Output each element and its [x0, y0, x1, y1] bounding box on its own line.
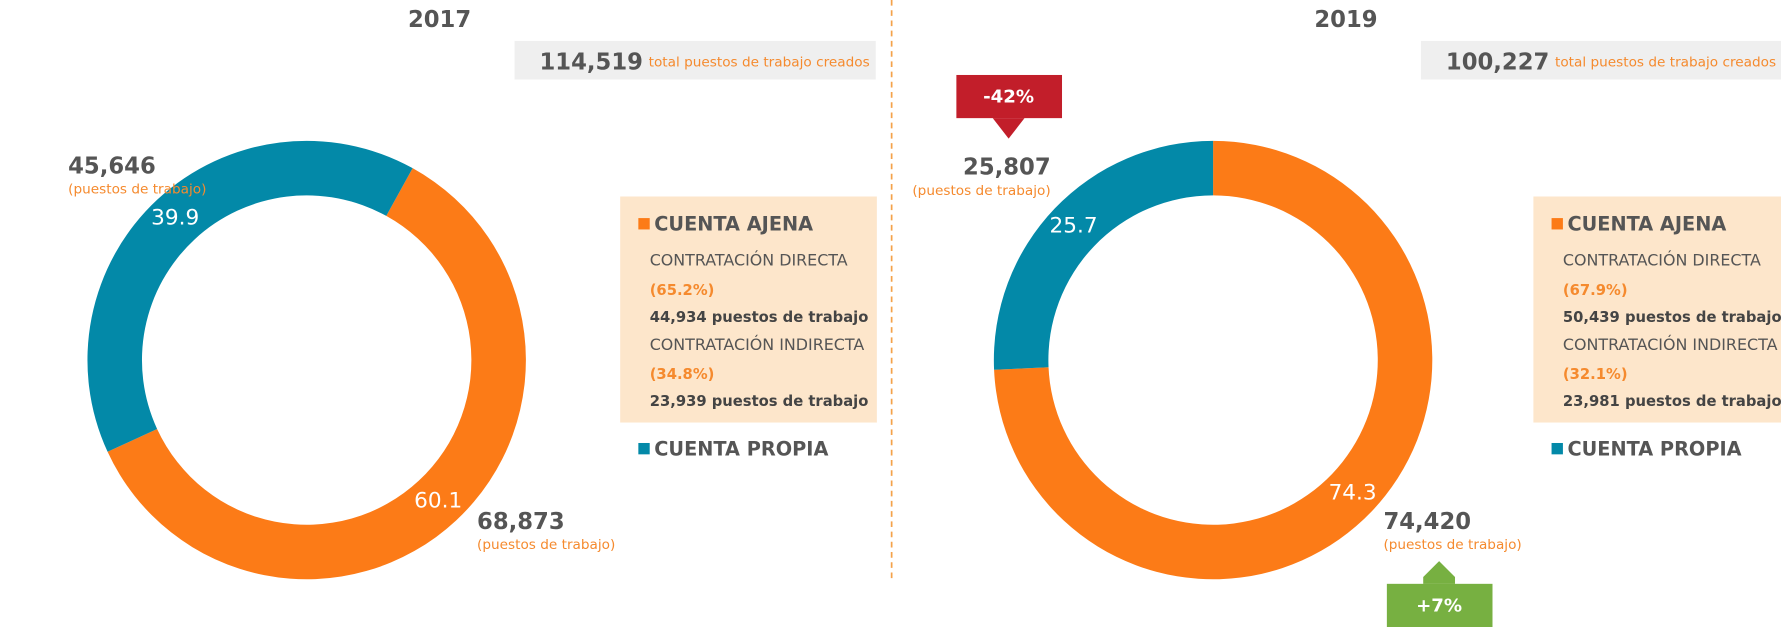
total-value: 100,227: [1446, 49, 1549, 75]
total-label: total puestos de trabajo creados: [649, 54, 870, 70]
total-box: [1420, 40, 1781, 80]
breakdown-jobs: 23,981 puestos de trabajo: [1563, 393, 1781, 410]
breakdown-share: (67.9%): [1563, 282, 1628, 299]
donut-segment: [993, 140, 1214, 370]
legend-label: CUENTA PROPIA: [1567, 437, 1741, 460]
change-arrow: [1423, 561, 1456, 584]
legend-box: [1533, 196, 1781, 423]
change-badge: [956, 74, 1063, 119]
donut-segment: [87, 140, 413, 452]
legend-swatch: [1551, 218, 1563, 230]
breakdown-name: CONTRATACIÓN DIRECTA: [650, 251, 848, 270]
total-box: [514, 40, 876, 80]
change-label: -42%: [983, 87, 1034, 108]
breakdown-share: (34.8%): [650, 366, 715, 383]
breakdown-jobs: 50,439 puestos de trabajo: [1563, 309, 1781, 326]
change-arrow: [992, 118, 1025, 139]
count-note: (puestos de trabajo): [68, 182, 206, 198]
value-label: 25.7: [1050, 214, 1098, 239]
count: 25,807: [963, 155, 1051, 181]
legend-label: CUENTA PROPIA: [654, 437, 828, 460]
total-value: 114,519: [540, 49, 643, 75]
count-note: (puestos de trabajo): [912, 183, 1050, 199]
legend-label: CUENTA AJENA: [654, 212, 813, 235]
change-label: +7%: [1416, 596, 1462, 617]
chart-title: 2019: [1314, 7, 1377, 33]
value-label: 74.3: [1329, 481, 1377, 506]
legend-label: CUENTA AJENA: [1567, 212, 1726, 235]
change-badge: [1386, 583, 1493, 627]
breakdown-jobs: 23,939 puestos de trabajo: [650, 393, 869, 410]
total: 114,519 total puestos de trabajo creados: [540, 49, 870, 75]
value-label: 39.9: [151, 206, 199, 231]
count: 68,873: [477, 509, 565, 535]
total-label: total puestos de trabajo creados: [1555, 54, 1776, 70]
count-note: (puestos de trabajo): [1383, 537, 1521, 553]
total: 100,227 total puestos de trabajo creados: [1446, 49, 1776, 75]
breakdown-name: CONTRATACIÓN DIRECTA: [1563, 251, 1761, 270]
count-note: (puestos de trabajo): [477, 537, 615, 553]
legend-swatch: [638, 218, 650, 230]
value-label: 60.1: [414, 488, 462, 513]
breakdown-name: CONTRATACIÓN INDIRECTA: [1563, 335, 1778, 354]
breakdown-share: (65.2%): [650, 282, 715, 299]
chart-title: 2017: [408, 7, 471, 33]
count: 45,646: [68, 153, 156, 179]
breakdown-name: CONTRATACIÓN INDIRECTA: [650, 335, 865, 354]
breakdown-share: (32.1%): [1563, 366, 1628, 383]
breakdown-jobs: 44,934 puestos de trabajo: [650, 309, 869, 326]
legend-box: [620, 196, 877, 423]
legend-swatch: [638, 442, 650, 455]
legend-swatch: [1551, 442, 1563, 455]
count: 74,420: [1383, 509, 1471, 535]
